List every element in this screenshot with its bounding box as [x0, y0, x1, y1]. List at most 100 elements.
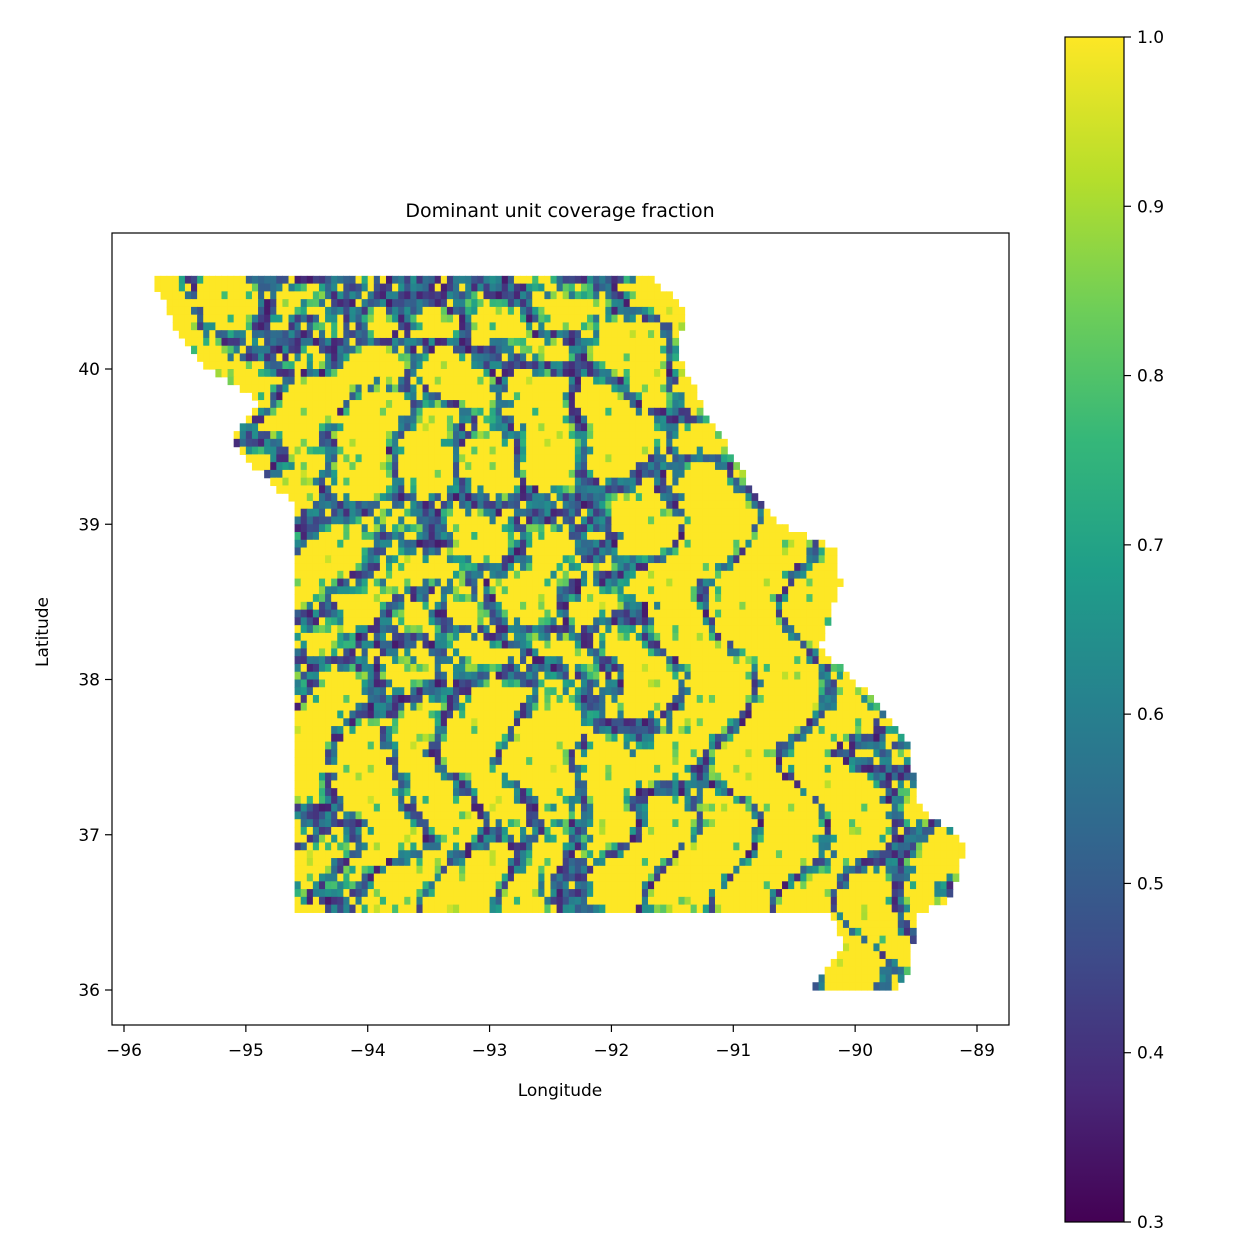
- heatmap-cell: [306, 431, 314, 440]
- heatmap-cell: [471, 376, 478, 386]
- heatmap-cell: [599, 485, 606, 494]
- heatmap-cell: [599, 695, 606, 704]
- heatmap-cell: [574, 601, 582, 611]
- heatmap-cell: [635, 337, 643, 347]
- heatmap-cell: [385, 710, 393, 719]
- heatmap-cell: [593, 353, 600, 362]
- heatmap-cell: [385, 594, 393, 603]
- heatmap-cell: [666, 291, 673, 300]
- heatmap-cell: [696, 570, 704, 580]
- heatmap-cell: [544, 337, 552, 347]
- heatmap-cell: [520, 695, 527, 704]
- heatmap-cell: [306, 462, 314, 471]
- heatmap-cell: [422, 586, 430, 595]
- heatmap-cell: [404, 594, 411, 603]
- heatmap-cell: [379, 500, 387, 510]
- heatmap-cell: [550, 469, 558, 479]
- heatmap-cell: [550, 299, 558, 308]
- heatmap-cell: [696, 485, 704, 494]
- heatmap-cell: [556, 415, 564, 424]
- heatmap-cell: [312, 446, 320, 455]
- heatmap-cell: [440, 376, 448, 386]
- heatmap-cell: [611, 524, 619, 533]
- heatmap-cell: [641, 423, 649, 432]
- heatmap-cell: [197, 353, 204, 362]
- heatmap-cell: [702, 718, 710, 727]
- heatmap-cell: [495, 718, 503, 727]
- heatmap-cell: [355, 625, 363, 634]
- heatmap-cell: [836, 695, 844, 704]
- heatmap-cell: [410, 462, 418, 471]
- heatmap-cell: [349, 407, 357, 417]
- heatmap-cell: [434, 431, 442, 440]
- heatmap-cell: [812, 671, 820, 681]
- heatmap-cell: [574, 547, 582, 556]
- heatmap-cell: [306, 718, 314, 727]
- heatmap-cell: [465, 508, 472, 518]
- heatmap-cell: [647, 547, 655, 556]
- heatmap-cell: [264, 306, 271, 316]
- heatmap-cell: [702, 539, 710, 549]
- heatmap-cell: [520, 306, 527, 316]
- heatmap-cell: [453, 563, 460, 572]
- heatmap-cell: [300, 392, 308, 401]
- heatmap-cell: [562, 446, 570, 455]
- heatmap-cell: [361, 322, 369, 331]
- heatmap-cell: [489, 663, 497, 673]
- heatmap-cell: [245, 299, 253, 308]
- heatmap-cell: [428, 345, 436, 355]
- heatmap-cell: [361, 663, 369, 673]
- heatmap-cell: [392, 423, 399, 432]
- heatmap-cell: [294, 431, 302, 440]
- heatmap-cell: [654, 376, 661, 386]
- heatmap-cell: [587, 578, 594, 587]
- heatmap-cell: [312, 594, 320, 603]
- heatmap-cell: [568, 687, 576, 696]
- heatmap-cell: [568, 532, 576, 541]
- heatmap-cell: [562, 563, 570, 572]
- heatmap-cell: [325, 702, 332, 712]
- heatmap-cell: [459, 376, 466, 386]
- heatmap-cell: [209, 353, 216, 362]
- heatmap-cell: [617, 446, 625, 455]
- heatmap-cell: [361, 609, 369, 618]
- heatmap-cell: [367, 539, 375, 549]
- heatmap-cell: [203, 306, 210, 316]
- heatmap-cell: [373, 477, 381, 487]
- heatmap-cell: [611, 563, 619, 572]
- heatmap-cell: [251, 275, 259, 285]
- heatmap-cell: [203, 322, 210, 331]
- heatmap-cell: [306, 695, 314, 704]
- heatmap-cell: [318, 493, 326, 502]
- heatmap-cell: [611, 586, 619, 595]
- heatmap-cell: [392, 306, 399, 316]
- heatmap-cell: [331, 469, 338, 479]
- heatmap-cell: [562, 524, 570, 533]
- heatmap-cell: [702, 632, 710, 642]
- heatmap-cell: [276, 454, 284, 463]
- heatmap-cell: [331, 369, 338, 378]
- heatmap-cell: [520, 632, 527, 642]
- heatmap-cell: [599, 632, 606, 642]
- heatmap-cell: [812, 563, 820, 572]
- heatmap-cell: [690, 687, 698, 696]
- heatmap-cell: [623, 500, 631, 510]
- heatmap-cell: [532, 687, 539, 696]
- heatmap-cell: [288, 485, 296, 494]
- heatmap-cell: [769, 570, 777, 580]
- heatmap-cell: [349, 314, 357, 324]
- heatmap-cell: [678, 609, 686, 618]
- heatmap-cell: [745, 625, 753, 634]
- heatmap-cell: [367, 508, 375, 518]
- heatmap-cell: [824, 570, 832, 580]
- heatmap-cell: [654, 485, 661, 494]
- heatmap-cell: [489, 407, 497, 417]
- heatmap-cell: [440, 671, 448, 681]
- heatmap-cell: [446, 462, 454, 471]
- heatmap-cell: [325, 547, 332, 556]
- heatmap-cell: [635, 516, 643, 525]
- heatmap-cell: [404, 710, 411, 719]
- heatmap-cell: [708, 726, 716, 735]
- heatmap-cell: [489, 462, 497, 471]
- heatmap-cell: [178, 291, 186, 300]
